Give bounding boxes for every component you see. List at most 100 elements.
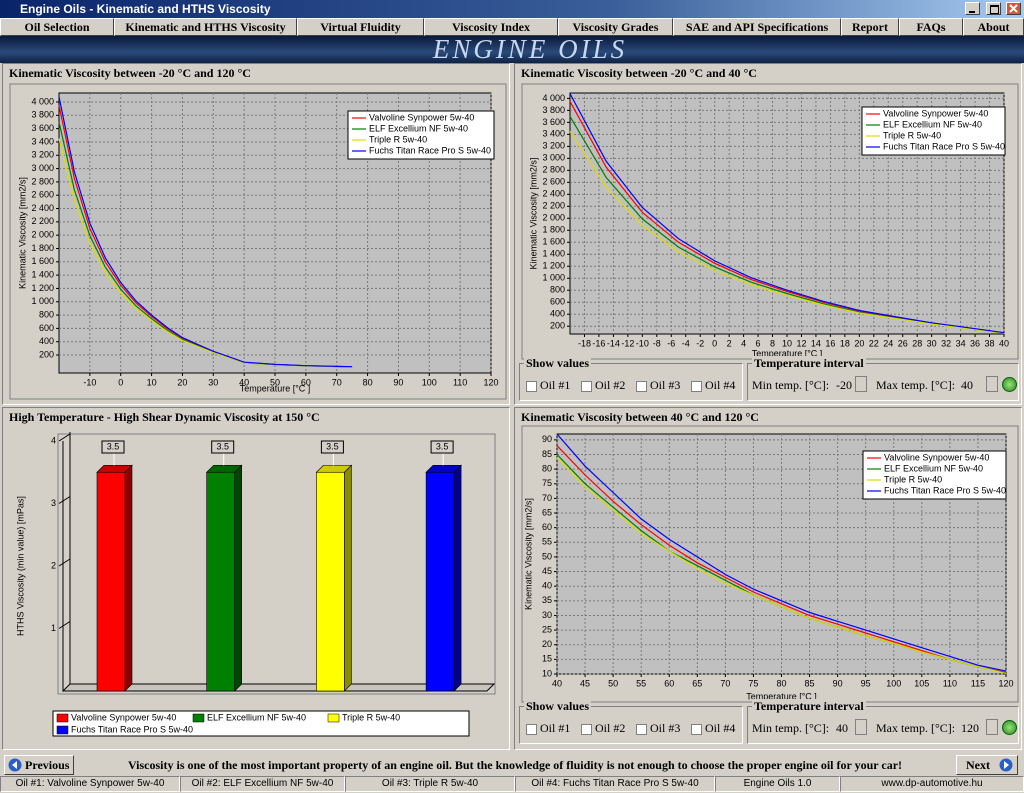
x-tick-label: -18 bbox=[578, 338, 591, 348]
legend-swatch bbox=[192, 713, 205, 723]
y-tick-label: 2 600 bbox=[31, 190, 54, 200]
max-temp-value[interactable]: 40 bbox=[961, 378, 973, 392]
x-tick-label: -10 bbox=[636, 338, 649, 348]
x-tick-label: 6 bbox=[756, 338, 761, 348]
x-tick-label: 40 bbox=[552, 678, 562, 688]
checkbox[interactable] bbox=[526, 381, 537, 392]
chart-title: High Temperature - High Shear Dynamic Vi… bbox=[9, 410, 320, 424]
chart-panel: Kinematic Viscosity between 40 °C and 12… bbox=[514, 407, 1022, 750]
bar-side bbox=[124, 464, 133, 692]
chart-panel: Kinematic Viscosity between -20 °C and 4… bbox=[514, 63, 1022, 405]
y-tick-label: 4 000 bbox=[542, 93, 565, 103]
maximize-button[interactable] bbox=[986, 2, 1001, 15]
checkbox[interactable] bbox=[636, 381, 647, 392]
checkbox[interactable] bbox=[636, 724, 647, 735]
checkbox-label: Oil #4 bbox=[705, 721, 736, 735]
status-cell: Engine Oils 1.0 bbox=[715, 776, 840, 792]
y-tick-label: 65 bbox=[542, 507, 552, 517]
x-tick-label: 24 bbox=[883, 338, 893, 348]
min-temp-spinner[interactable] bbox=[855, 719, 867, 735]
menu-bar: Oil Selection Kinematic and HTHS Viscosi… bbox=[0, 18, 1024, 36]
checkbox[interactable] bbox=[526, 724, 537, 735]
chart: Kinematic Viscosity between 40 °C and 12… bbox=[521, 410, 1019, 703]
legend-label: Fuchs Titan Race Pro S 5w-40 bbox=[71, 724, 193, 734]
x-tick-label: 10 bbox=[782, 338, 792, 348]
menu-item[interactable]: Viscosity Index bbox=[424, 18, 558, 36]
value-label: 3.5 bbox=[326, 441, 339, 451]
chart: High Temperature - High Shear Dynamic Vi… bbox=[9, 410, 496, 737]
checkbox[interactable] bbox=[691, 381, 702, 392]
status-bar: Oil #1: Valvoline Synpower 5w-40 Oil #2:… bbox=[0, 775, 1024, 793]
menu-item[interactable]: SAE and API Specifications bbox=[673, 18, 841, 36]
legend-label: Fuchs Titan Race Pro S 5w-40 bbox=[883, 141, 1005, 151]
x-tick-label: 22 bbox=[869, 338, 879, 348]
y-tick-label: 20 bbox=[542, 639, 552, 649]
series-line bbox=[556, 433, 1007, 672]
status-cell: Oil #3: Triple R 5w-40 bbox=[345, 776, 515, 792]
menu-item[interactable]: Kinematic and HTHS Viscosity bbox=[114, 18, 297, 36]
min-temp-value[interactable]: 40 bbox=[836, 721, 848, 735]
menu-item[interactable]: FAQs bbox=[899, 18, 963, 36]
apply-button[interactable] bbox=[1002, 720, 1017, 735]
group-caption: Temperature interval bbox=[752, 699, 866, 714]
status-cell: Oil #4: Fuchs Titan Race Pro S 5w-40 bbox=[515, 776, 715, 792]
y-tick-label: 1 200 bbox=[542, 261, 565, 271]
value-label: 3.5 bbox=[436, 441, 449, 451]
x-tick-label: 60 bbox=[301, 377, 311, 387]
chart-title: Kinematic Viscosity between -20 °C and 1… bbox=[9, 66, 251, 80]
apply-button[interactable] bbox=[1002, 377, 1017, 392]
checkbox-label: Oil #3 bbox=[650, 721, 681, 735]
y-tick-label: 800 bbox=[39, 309, 54, 319]
x-tick-label: 0 bbox=[118, 377, 123, 387]
series-line bbox=[556, 456, 1007, 674]
x-tick-label: 2 bbox=[727, 338, 732, 348]
checkbox[interactable] bbox=[691, 724, 702, 735]
minimize-button[interactable] bbox=[965, 2, 980, 15]
legend-label: Valvoline Synpower 5w-40 bbox=[71, 712, 176, 722]
min-temp-spinner[interactable] bbox=[855, 376, 867, 392]
checkbox[interactable] bbox=[581, 381, 592, 392]
window-title: Engine Oils - Kinematic and HTHS Viscosi… bbox=[20, 2, 271, 16]
menu-item[interactable]: Oil Selection bbox=[0, 18, 114, 36]
x-tick-label: 80 bbox=[363, 377, 373, 387]
x-tick-label: 50 bbox=[270, 377, 280, 387]
max-temp-spinner[interactable] bbox=[986, 719, 998, 735]
y-tick-label: 1 600 bbox=[31, 256, 54, 266]
max-temp-spinner[interactable] bbox=[986, 376, 998, 392]
y-tick-label: 35 bbox=[542, 595, 552, 605]
legend-label: Valvoline Synpower 5w-40 bbox=[369, 112, 474, 122]
group-caption: Show values bbox=[524, 356, 592, 371]
checkbox-label: Oil #1 bbox=[540, 721, 571, 735]
y-tick-label: 2 200 bbox=[31, 216, 54, 226]
x-tick-label: 55 bbox=[636, 678, 646, 688]
min-temp-value[interactable]: -20 bbox=[836, 378, 852, 392]
legend-swatch bbox=[327, 713, 340, 723]
x-tick-label: 28 bbox=[912, 338, 922, 348]
bar-side bbox=[453, 464, 462, 692]
checkbox[interactable] bbox=[581, 724, 592, 735]
checkbox-label: Oil #1 bbox=[540, 378, 571, 392]
status-cell: Oil #2: ELF Excellium NF 5w-40 bbox=[180, 776, 345, 792]
legend-label: Fuchs Titan Race Pro S 5w-40 bbox=[369, 145, 491, 155]
x-tick-label: 105 bbox=[914, 678, 929, 688]
y-tick-label: 80 bbox=[542, 463, 552, 473]
x-tick-label: 12 bbox=[796, 338, 806, 348]
menu-item[interactable]: Report bbox=[841, 18, 899, 36]
max-temp-value[interactable]: 120 bbox=[961, 721, 979, 735]
checkbox-label: Oil #2 bbox=[595, 721, 626, 735]
y-tick-label: 3 000 bbox=[542, 153, 565, 163]
y-tick bbox=[58, 496, 71, 504]
close-button[interactable] bbox=[1006, 2, 1021, 15]
y-tick-label: 1 600 bbox=[542, 237, 565, 247]
max-temp-label: Max temp. [°C]: bbox=[876, 378, 956, 392]
y-tick-label: 2 600 bbox=[542, 177, 565, 187]
bar bbox=[96, 471, 126, 692]
previous-button[interactable]: Previous bbox=[4, 755, 74, 775]
menu-item[interactable]: About bbox=[963, 18, 1024, 36]
x-tick-label: 120 bbox=[483, 377, 498, 387]
menu-item[interactable]: Virtual Fluidity bbox=[297, 18, 424, 36]
x-tick-label: 30 bbox=[208, 377, 218, 387]
next-button[interactable]: Next bbox=[956, 755, 1018, 775]
menu-item[interactable]: Viscosity Grades bbox=[558, 18, 673, 36]
